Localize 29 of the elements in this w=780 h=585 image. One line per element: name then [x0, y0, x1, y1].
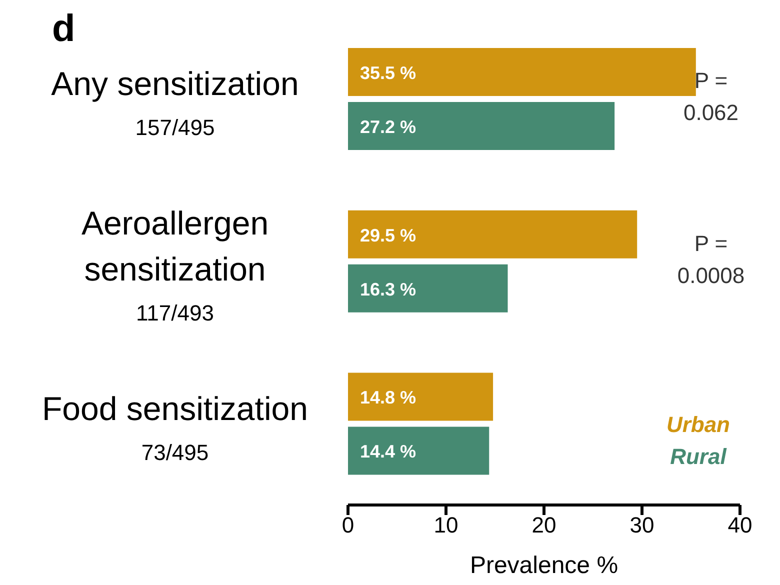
x-tick-label: 20	[532, 512, 556, 538]
bar	[348, 102, 615, 150]
data-label: 16.3 %	[360, 279, 416, 300]
bar	[348, 210, 638, 258]
data-label: 29.5 %	[360, 225, 416, 246]
x-tick-label: 0	[342, 512, 354, 538]
text: 117/493	[136, 300, 214, 326]
text: 73/495	[141, 440, 209, 465]
data-label: 14.8 %	[360, 388, 416, 408]
x-axis-title: Prevalence %	[470, 552, 618, 579]
data-label: 35.5 %	[360, 63, 416, 84]
y-tick-label: Aeroallergen sensitization	[81, 204, 269, 288]
bar	[348, 372, 494, 421]
x-tick-label: 40	[728, 512, 752, 538]
chart-title: d	[52, 8, 76, 51]
text: Urban	[666, 411, 730, 439]
bar	[348, 264, 508, 312]
annotation: P = 0.0008	[676, 230, 746, 290]
data-label: 14.4 %	[360, 442, 416, 462]
data-label: 27.2 %	[360, 117, 416, 138]
annotation: P = 0.062	[682, 67, 740, 128]
x-tick-label: 30	[630, 512, 654, 538]
y-tick-label: Food sensitization	[42, 390, 308, 427]
text: 157/495	[135, 115, 215, 140]
x-tick-label: 10	[434, 512, 458, 538]
bar	[348, 426, 490, 475]
bar	[348, 48, 696, 96]
y-tick-label: Any sensitization	[51, 65, 299, 102]
text: Rural	[669, 443, 728, 471]
